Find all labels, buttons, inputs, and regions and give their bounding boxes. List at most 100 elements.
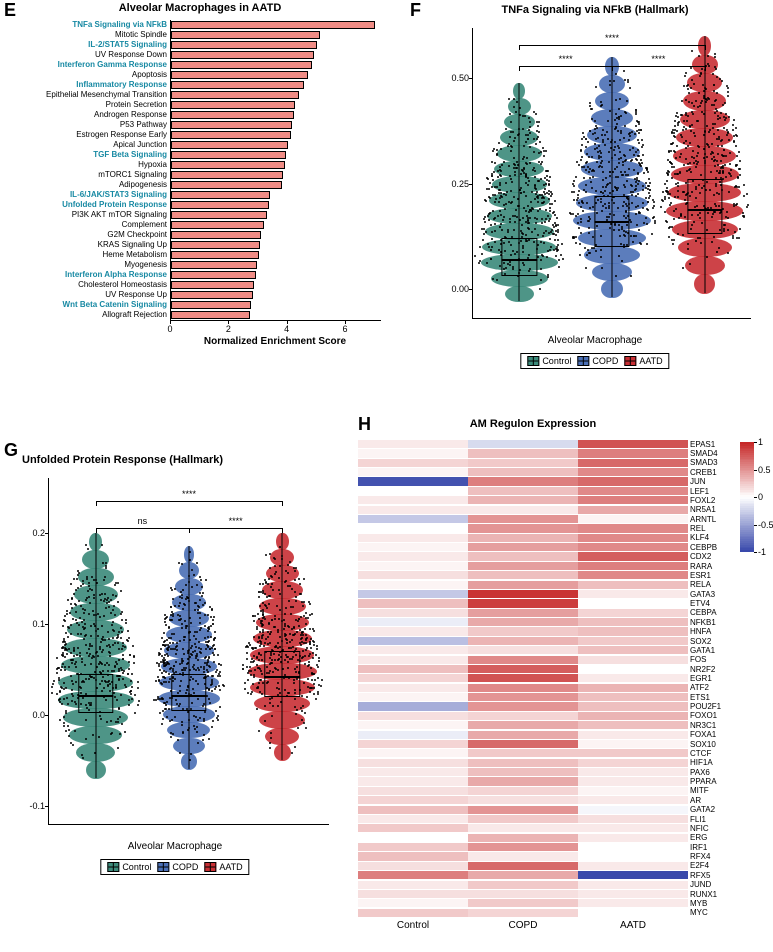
heatmap-row-label: RELA xyxy=(690,581,711,589)
heatmap-row-label: EPAS1 xyxy=(690,441,715,449)
significance-label: **** xyxy=(229,516,243,526)
ytick: 0.0 xyxy=(32,710,45,720)
bar-label: Androgen Response xyxy=(94,111,167,119)
bar xyxy=(171,291,253,299)
heatmap-row-label: REL xyxy=(690,525,706,533)
legend-item: AATD xyxy=(624,356,662,366)
heatmap-row-label: PPARA xyxy=(690,778,717,786)
legend-label: Control xyxy=(122,862,151,872)
barchart-xlabel: Normalized Enrichment Score xyxy=(170,336,380,347)
bar xyxy=(171,41,317,49)
violinG-plot-area: -0.10.00.10.2****ns**** xyxy=(48,478,329,825)
bar-label: Interferon Gamma Response xyxy=(58,61,167,69)
heatmap-row-label: NFIC xyxy=(690,825,709,833)
legend-label: AATD xyxy=(219,862,242,872)
heatmap-col-label: AATD xyxy=(620,920,646,931)
bar-label: Heme Metabolism xyxy=(103,251,167,259)
bar-label: Apoptosis xyxy=(132,71,167,79)
heatmap-row-label: RUNX1 xyxy=(690,891,717,899)
bar-label: Epithelial Mesenchymal Transition xyxy=(46,91,167,99)
legend-item: Control xyxy=(527,356,571,366)
heatmap-row-label: FOXO1 xyxy=(690,712,717,720)
bar xyxy=(171,161,285,169)
legend-item: AATD xyxy=(204,862,242,872)
bar-label: Myogenesis xyxy=(124,261,167,269)
bar-label: TGF Beta Signaling xyxy=(93,151,167,159)
legend-label: AATD xyxy=(639,356,662,366)
bar-label: Hypoxia xyxy=(138,161,167,169)
bar-label: IL-6/JAK/STAT3 Signaling xyxy=(70,191,167,199)
bar xyxy=(171,71,308,79)
bar xyxy=(171,191,270,199)
colorbar-tick: 0 xyxy=(758,492,763,502)
xtick: 2 xyxy=(226,324,231,334)
heatmap-row-label: RARA xyxy=(690,563,712,571)
bar xyxy=(171,231,261,239)
heatmap-row-label: CTCF xyxy=(690,750,711,758)
heatmap-row-label: SMAD4 xyxy=(690,450,718,458)
heatmap-row-label: NR2F2 xyxy=(690,666,715,674)
bar-label: G2M Checkpoint xyxy=(107,231,167,239)
colorbar-tick: -0.5 xyxy=(758,520,773,530)
bar-label: mTORC1 Signaling xyxy=(98,171,167,179)
legend-item: COPD xyxy=(157,862,198,872)
heatmap-row-label: CDX2 xyxy=(690,553,711,561)
bar xyxy=(171,281,254,289)
ytick: 0.50 xyxy=(451,73,469,83)
violinG-xaxis xyxy=(48,826,328,842)
bar-label: Inflammatory Response xyxy=(76,81,167,89)
bar xyxy=(171,101,295,109)
violinF-xaxis xyxy=(472,320,750,336)
heatmap-row-label: AR xyxy=(690,797,701,805)
bar xyxy=(171,221,264,229)
heatmap-row-label: EGR1 xyxy=(690,675,712,683)
bar-label: Interferon Alpha Response xyxy=(65,271,167,279)
bar-label: Complement xyxy=(122,221,167,229)
bar xyxy=(171,121,292,129)
panel-H-heatmap: AM Regulon Expression -1-0.500.51 Contro… xyxy=(358,418,773,948)
heatmap-row-label: CEBPA xyxy=(690,609,717,617)
heatmap-row-label: FLI1 xyxy=(690,816,706,824)
heatmap-row-label: LEF1 xyxy=(690,488,709,496)
bar-label: P53 Pathway xyxy=(120,121,167,129)
bar-label: Apical Junction xyxy=(113,141,167,149)
violinF-legend: ControlCOPDAATD xyxy=(520,353,669,369)
heatmap-colorbar: -1-0.500.51 xyxy=(740,442,754,552)
colorbar-tick: -1 xyxy=(758,547,766,557)
heatmap-column xyxy=(468,440,578,918)
significance-label: **** xyxy=(559,54,573,64)
bar-label: TNFa Signaling via NFkB xyxy=(72,21,167,29)
bar xyxy=(171,91,299,99)
bar-label: PI3K AKT mTOR Signaling xyxy=(72,211,167,219)
bar xyxy=(171,171,283,179)
violin-group xyxy=(566,28,659,318)
heatmap-row-label: HNFA xyxy=(690,628,711,636)
significance-label: **** xyxy=(605,33,619,43)
bar xyxy=(171,111,294,119)
bar xyxy=(171,271,256,279)
barchart-xaxis: Normalized Enrichment Score 0246 xyxy=(170,322,380,346)
heatmap-row-label: ETS1 xyxy=(690,694,710,702)
bar-label: KRAS Signaling Up xyxy=(98,241,167,249)
significance-label: ns xyxy=(138,516,148,526)
heatmap-row-label: NR3C1 xyxy=(690,722,716,730)
heatmap-col-label: COPD xyxy=(509,920,538,931)
bar xyxy=(171,241,260,249)
colorbar-tick: 1 xyxy=(758,437,763,447)
bar xyxy=(171,141,288,149)
heatmap-row-label: MYB xyxy=(690,900,707,908)
bar xyxy=(171,131,291,139)
heatmap-grid xyxy=(358,440,688,918)
bar-label: Unfolded Protein Response xyxy=(62,201,167,209)
bar-label: Mitotic Spindle xyxy=(115,31,167,39)
violin-group xyxy=(473,28,566,318)
heatmap-column xyxy=(578,440,688,918)
violinF-plot-area: 0.000.250.50************ xyxy=(472,28,751,319)
heatmap-row-label: RFX5 xyxy=(690,872,710,880)
ytick: 0.25 xyxy=(451,179,469,189)
barchart-plot-area: TNFa Signaling via NFkBMitotic SpindleIL… xyxy=(170,20,381,321)
heatmap-row-label: ESR1 xyxy=(690,572,711,580)
heatmap-row-label: JUN xyxy=(690,478,706,486)
panel-E-barchart: Alveolar Macrophages in AATD TNFa Signal… xyxy=(0,6,400,346)
bar xyxy=(171,81,304,89)
